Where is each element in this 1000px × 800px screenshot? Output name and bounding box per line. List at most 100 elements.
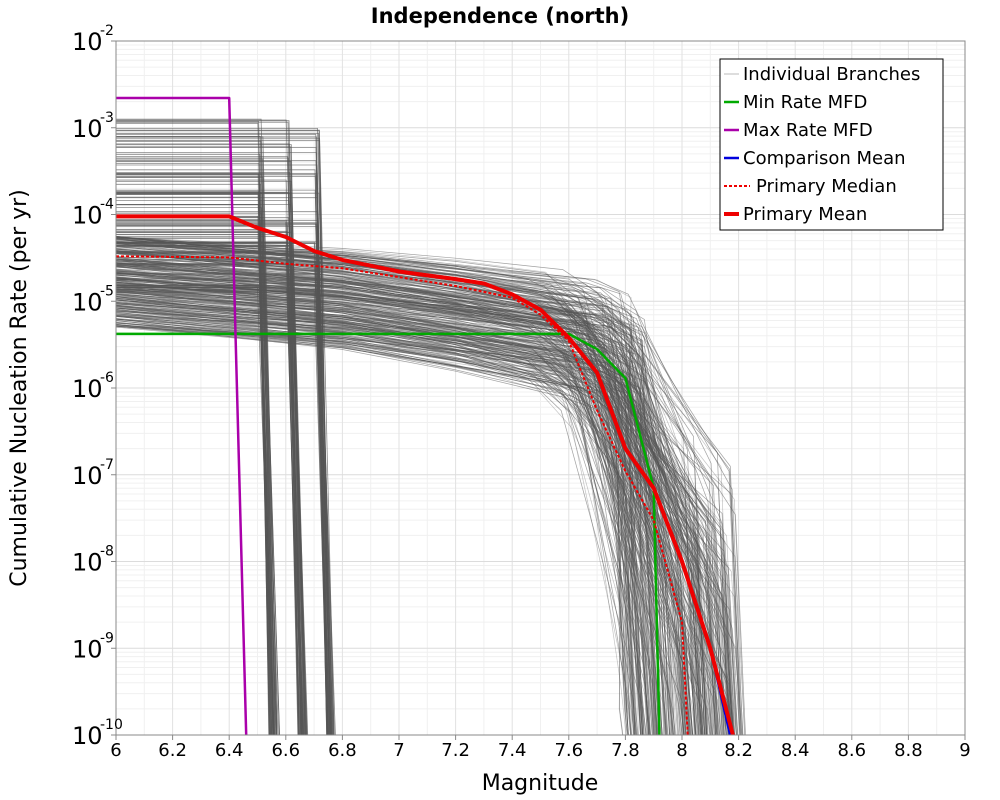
branch-line bbox=[116, 258, 645, 735]
branch-line bbox=[116, 253, 733, 735]
branch-line bbox=[116, 293, 739, 735]
y-tick-label: 10 bbox=[72, 635, 103, 663]
primary-median-line bbox=[116, 255, 689, 735]
branch-line bbox=[116, 291, 716, 735]
branch-line bbox=[116, 303, 734, 735]
branch-line bbox=[116, 281, 708, 735]
min-rate-mfd-line bbox=[116, 332, 661, 735]
branch-line bbox=[116, 162, 270, 735]
legend-label: Individual Branches bbox=[743, 64, 920, 85]
branch-line bbox=[116, 247, 695, 735]
branch-line bbox=[116, 280, 670, 735]
branch-line bbox=[116, 256, 697, 735]
x-tick-label: 9 bbox=[959, 740, 970, 761]
y-tick-label: 10 bbox=[72, 722, 103, 750]
branch-line bbox=[116, 307, 713, 735]
branch-line bbox=[116, 263, 334, 735]
branch-line bbox=[116, 286, 645, 735]
branch-line bbox=[116, 298, 731, 735]
legend-label: Min Rate MFD bbox=[743, 92, 867, 113]
branch-line bbox=[116, 278, 636, 735]
branch-line bbox=[116, 236, 648, 735]
branch-line bbox=[116, 277, 738, 735]
x-tick-label: 8.4 bbox=[781, 740, 810, 761]
branch-line bbox=[116, 180, 306, 735]
y-tick-exponent: -10 bbox=[100, 717, 123, 733]
y-tick-exponent: -2 bbox=[100, 23, 114, 39]
max-rate-mfd-line bbox=[116, 96, 248, 735]
branch-line bbox=[116, 260, 725, 735]
branch-line bbox=[116, 135, 276, 735]
y-axis-label: Cumulative Nucleation Rate (per yr) bbox=[7, 189, 32, 587]
x-tick-label: 8.8 bbox=[894, 740, 923, 761]
y-tick-exponent: -8 bbox=[100, 544, 114, 560]
branch-line bbox=[116, 324, 733, 735]
legend-box bbox=[719, 58, 944, 231]
x-tick-label: 7.4 bbox=[498, 740, 527, 761]
y-tick-exponent: -3 bbox=[100, 110, 114, 126]
branch-line bbox=[116, 231, 306, 735]
x-tick-label: 7 bbox=[393, 740, 404, 761]
y-tick-label: 10 bbox=[72, 115, 103, 143]
x-tick-label: 6 bbox=[110, 740, 121, 761]
branch-line bbox=[116, 271, 733, 735]
x-tick-label: 7.2 bbox=[441, 740, 470, 761]
branch-line bbox=[116, 272, 661, 735]
y-axis-ticks: 10-210-310-410-510-610-710-810-910-10 bbox=[72, 23, 123, 750]
branch-line bbox=[116, 319, 735, 735]
branch-line bbox=[116, 147, 328, 735]
branch-line bbox=[116, 292, 704, 735]
branch-line bbox=[116, 290, 699, 735]
legend-items: Individual Branches Min Rate MFD Max Rate … bbox=[724, 64, 920, 225]
y-tick-exponent: -9 bbox=[100, 630, 114, 646]
branch-line bbox=[116, 313, 653, 735]
branch-line bbox=[116, 158, 276, 735]
branch-line bbox=[116, 285, 662, 735]
x-tick-label: 7.8 bbox=[611, 740, 640, 761]
y-tick-label: 10 bbox=[72, 288, 103, 316]
y-tick-exponent: -5 bbox=[100, 283, 114, 299]
x-tick-label: 6.6 bbox=[271, 740, 300, 761]
x-tick-label: 8 bbox=[676, 740, 687, 761]
branch-line bbox=[116, 119, 304, 735]
branch-line bbox=[116, 294, 650, 735]
branch-line bbox=[116, 257, 746, 735]
x-tick-label: 6.2 bbox=[158, 740, 187, 761]
y-tick-exponent: -7 bbox=[100, 457, 114, 473]
branch-line bbox=[116, 284, 275, 735]
legend: Individual Branches Min Rate MFD Max Rate … bbox=[719, 58, 944, 231]
branch-line bbox=[116, 270, 690, 735]
branch-line bbox=[116, 277, 718, 735]
x-tick-label: 6.8 bbox=[328, 740, 357, 761]
branch-line bbox=[116, 289, 651, 735]
branch-line bbox=[116, 282, 668, 735]
branch-line bbox=[116, 308, 632, 735]
legend-label: Comparison Mean bbox=[743, 148, 906, 169]
branch-line bbox=[116, 173, 330, 735]
branch-line bbox=[116, 237, 644, 735]
branch-line bbox=[116, 130, 331, 735]
branch-line bbox=[116, 283, 629, 735]
branch-line bbox=[116, 260, 690, 735]
branch-line bbox=[116, 323, 734, 735]
x-tick-label: 8.6 bbox=[837, 740, 866, 761]
legend-label: Primary Mean bbox=[743, 204, 867, 225]
branch-line bbox=[116, 305, 650, 735]
branch-line bbox=[116, 236, 703, 735]
branch-line bbox=[116, 136, 278, 735]
branch-line bbox=[116, 295, 720, 735]
branch-line bbox=[116, 287, 694, 735]
branch-line bbox=[116, 324, 629, 735]
branch-line bbox=[116, 127, 334, 735]
branch-line bbox=[116, 291, 714, 735]
x-tick-label: 6.4 bbox=[215, 740, 244, 761]
x-axis-ticks: 6 6.2 6.4 6.6 6.8 7 7.2 7.4 7.6 7.8 8 8.2 8.4 8.6 8.8 9 bbox=[110, 735, 971, 761]
x-tick-label: 7.6 bbox=[554, 740, 583, 761]
branch-line bbox=[116, 288, 627, 735]
branch-line bbox=[116, 160, 307, 735]
branch-line bbox=[116, 289, 650, 735]
y-tick-exponent: -4 bbox=[100, 197, 114, 213]
primary-mean-line bbox=[116, 214, 735, 735]
branch-line bbox=[116, 290, 663, 735]
y-tick-label: 10 bbox=[72, 549, 103, 577]
